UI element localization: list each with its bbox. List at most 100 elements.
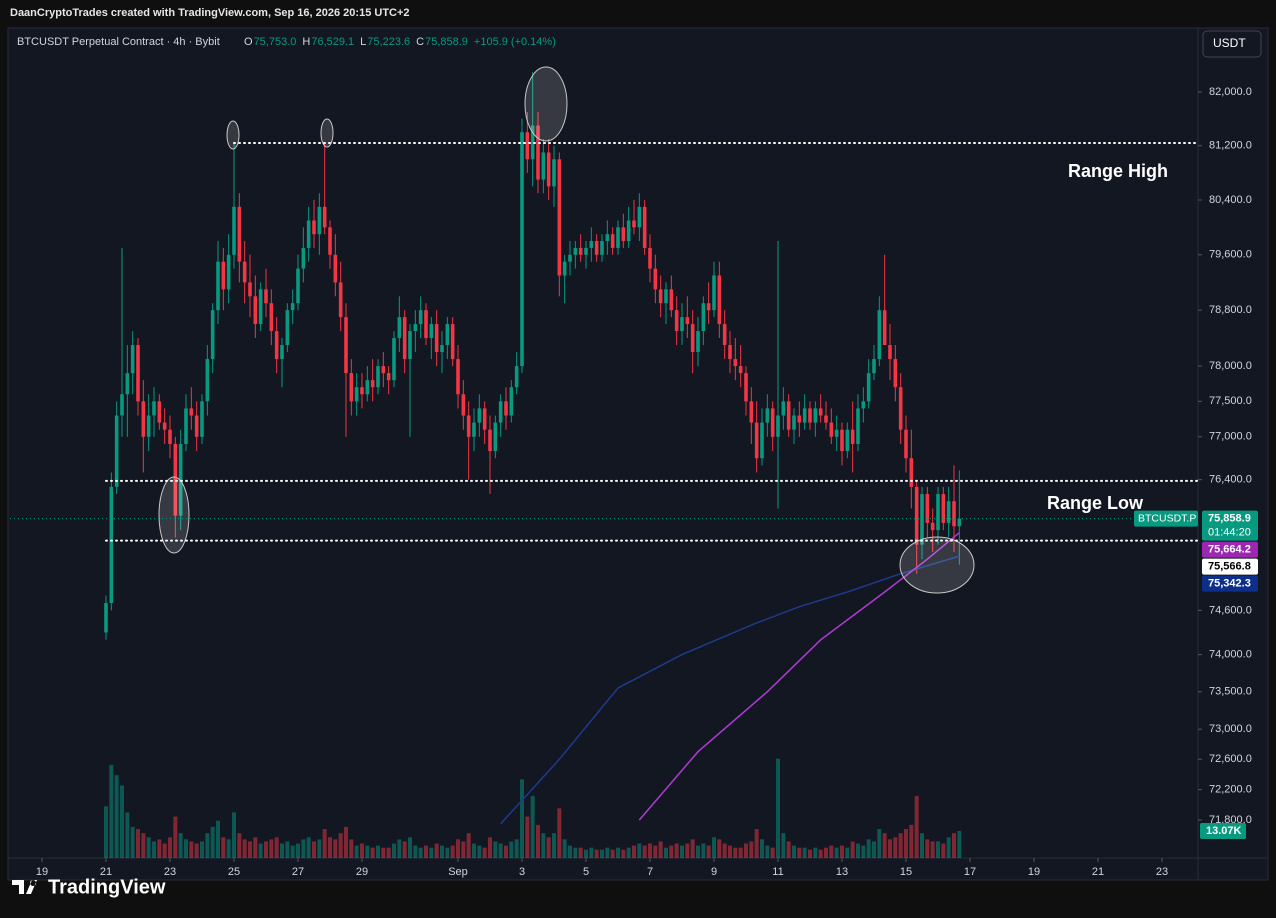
volume-bar xyxy=(418,847,423,858)
y-tick-label: 73,000.0 xyxy=(1209,723,1252,735)
volume-bar xyxy=(205,833,210,858)
candle-body xyxy=(824,415,828,423)
legend-key: L xyxy=(360,36,366,48)
legend-value: 75,223.6 xyxy=(367,36,410,48)
y-tick-label: 80,400.0 xyxy=(1209,194,1252,206)
candle-body xyxy=(466,415,471,437)
symbol: BTCUSDT Perpetual Contract · 4h · Bybit xyxy=(17,36,220,48)
volume-bar xyxy=(760,839,764,858)
volume-bar xyxy=(669,845,674,858)
candle-body xyxy=(360,387,364,395)
candle-body xyxy=(872,359,876,374)
logo xyxy=(12,880,37,894)
volume-bar xyxy=(157,839,162,858)
highlight-ellipse xyxy=(899,536,975,594)
volume-bar xyxy=(216,820,220,858)
volume-bar xyxy=(717,839,722,858)
annotation: Range High xyxy=(1068,161,1168,181)
candle-body xyxy=(194,415,199,437)
candle-body xyxy=(280,345,284,360)
volume-bar xyxy=(882,833,887,858)
volume-bar xyxy=(936,841,940,858)
volume-bar xyxy=(562,839,567,858)
volume-bar xyxy=(893,837,898,858)
volume-bar xyxy=(328,837,332,858)
x-tick-label: Sep xyxy=(448,866,468,878)
volume-bar xyxy=(701,843,706,858)
price-label-box xyxy=(1202,558,1258,575)
candle-body xyxy=(381,366,386,374)
candle-body xyxy=(920,494,924,545)
candle-body xyxy=(418,310,423,325)
candle-body xyxy=(136,345,140,402)
candle-body xyxy=(130,345,135,374)
legend-value: 75,753.0 xyxy=(254,36,297,48)
volume-bar xyxy=(733,847,738,858)
candle-body xyxy=(616,227,620,248)
volume-bar xyxy=(381,847,386,858)
ma-line xyxy=(500,555,960,825)
candle-body xyxy=(680,317,684,332)
currency-button[interactable] xyxy=(1202,30,1262,58)
candle-body xyxy=(674,310,679,332)
candle-body xyxy=(210,310,215,360)
x-tick-label: 7 xyxy=(647,866,653,878)
volume-bar xyxy=(664,847,668,858)
candle-body xyxy=(450,324,455,360)
ohlc-legend: O 75,753.0 H 76,529.1 L 75,223.6 C 75,858.9 +105… xyxy=(244,36,556,48)
candle-body xyxy=(792,415,796,430)
volume-bar xyxy=(840,845,844,858)
volume-bar xyxy=(584,849,588,858)
volume-bar xyxy=(829,845,834,858)
x-tick-label: 15 xyxy=(900,866,912,878)
volume-label-box xyxy=(1200,822,1246,839)
highlight-ellipse xyxy=(226,120,240,150)
volume-bar xyxy=(850,841,855,858)
candle-body xyxy=(237,206,242,262)
candle-body xyxy=(296,268,300,304)
volume-bar xyxy=(178,833,183,858)
volume-bar xyxy=(952,833,956,858)
volume-bar xyxy=(653,845,658,858)
candle-body xyxy=(530,125,535,160)
candle-body xyxy=(125,373,130,395)
candle-body xyxy=(749,401,754,423)
candle-body xyxy=(744,373,748,402)
volume-bar xyxy=(413,845,418,858)
candle-body xyxy=(877,310,882,360)
volume-bar xyxy=(514,839,519,858)
volume-bar xyxy=(818,849,823,858)
candle-body xyxy=(701,303,706,332)
volume-bar xyxy=(792,845,796,858)
y-tick-label: 72,600.0 xyxy=(1209,753,1252,765)
volume-bar xyxy=(765,845,770,858)
candle-body xyxy=(162,422,167,430)
candle-body xyxy=(648,247,652,269)
legend-key: O xyxy=(244,36,253,48)
volume-bar xyxy=(520,779,524,858)
volume-bar xyxy=(365,845,370,858)
candle-body xyxy=(717,275,722,325)
candle-body xyxy=(706,303,711,311)
volume-bar xyxy=(162,843,167,858)
currency[interactable]: USDT xyxy=(1213,36,1246,50)
candle-body xyxy=(504,401,508,416)
x-tick-label: 5 xyxy=(583,866,589,878)
candle-body xyxy=(157,401,162,423)
volume-bar xyxy=(120,785,124,858)
volume-bar xyxy=(536,824,540,858)
candle-body xyxy=(568,254,572,262)
volume-bar xyxy=(914,795,919,858)
volume-bar xyxy=(445,847,450,858)
candle-body xyxy=(514,366,519,388)
volume-bar xyxy=(466,833,471,858)
highlight-ellipse xyxy=(320,118,334,148)
candle-body xyxy=(258,289,263,325)
legend-value: 76,529.1 xyxy=(311,36,354,48)
price-label-box xyxy=(1202,541,1258,558)
y-tick-label: 72,200.0 xyxy=(1209,783,1252,795)
candle-body xyxy=(808,408,812,423)
candle-body xyxy=(168,429,172,444)
candle-body xyxy=(829,422,834,437)
